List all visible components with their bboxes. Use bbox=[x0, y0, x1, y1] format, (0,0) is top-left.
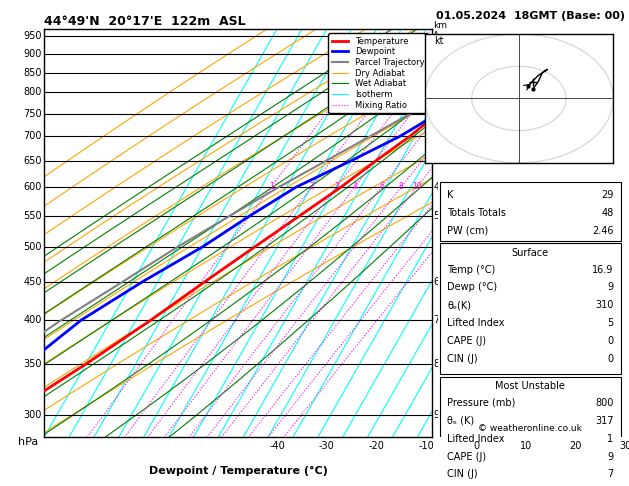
Text: 700: 700 bbox=[24, 131, 42, 141]
Text: 2: 2 bbox=[309, 182, 314, 191]
Text: 850: 850 bbox=[24, 68, 42, 78]
Text: 1: 1 bbox=[433, 49, 440, 59]
Text: CIN (J): CIN (J) bbox=[447, 354, 478, 364]
Text: © weatheronline.co.uk: © weatheronline.co.uk bbox=[479, 424, 582, 434]
Text: 5: 5 bbox=[607, 318, 613, 329]
Text: 3: 3 bbox=[433, 131, 440, 141]
Text: kt: kt bbox=[434, 35, 443, 46]
Text: -30: -30 bbox=[319, 441, 335, 451]
Text: 4: 4 bbox=[433, 182, 440, 192]
Text: 44°49'N  20°17'E  122m  ASL: 44°49'N 20°17'E 122m ASL bbox=[44, 15, 246, 28]
Text: hPa: hPa bbox=[18, 437, 38, 448]
Text: 800: 800 bbox=[24, 87, 42, 98]
Text: 8: 8 bbox=[399, 182, 404, 191]
Text: Totals Totals: Totals Totals bbox=[447, 208, 506, 218]
Text: 950: 950 bbox=[24, 31, 42, 41]
Bar bbox=[440, 182, 621, 241]
Text: 0: 0 bbox=[608, 336, 613, 347]
Text: 4: 4 bbox=[352, 182, 357, 191]
Text: 10: 10 bbox=[412, 182, 421, 191]
Text: 550: 550 bbox=[23, 210, 42, 221]
Text: Dewp (°C): Dewp (°C) bbox=[447, 282, 498, 293]
Text: 0: 0 bbox=[608, 354, 613, 364]
Legend: Temperature, Dewpoint, Parcel Trajectory, Dry Adiabat, Wet Adiabat, Isotherm, Mi: Temperature, Dewpoint, Parcel Trajectory… bbox=[328, 34, 428, 113]
Text: 800: 800 bbox=[595, 398, 613, 408]
Text: 300: 300 bbox=[24, 410, 42, 420]
Text: Mixing Ratio (g/kg): Mixing Ratio (g/kg) bbox=[467, 191, 476, 276]
Text: 10: 10 bbox=[520, 441, 532, 451]
Text: θₑ (K): θₑ (K) bbox=[447, 416, 474, 426]
Text: 16.9: 16.9 bbox=[592, 264, 613, 275]
Text: Pressure (mb): Pressure (mb) bbox=[447, 398, 516, 408]
Text: Surface: Surface bbox=[512, 248, 549, 259]
Text: -10: -10 bbox=[418, 441, 434, 451]
Text: 20: 20 bbox=[569, 441, 582, 451]
Text: Lifted Index: Lifted Index bbox=[447, 434, 504, 444]
Text: km
ASL: km ASL bbox=[433, 21, 450, 40]
Text: 400: 400 bbox=[24, 315, 42, 325]
Text: LCL: LCL bbox=[433, 48, 448, 56]
Bar bbox=[440, 243, 621, 374]
Text: 7: 7 bbox=[433, 315, 440, 325]
Text: 3: 3 bbox=[334, 182, 339, 191]
Text: 5: 5 bbox=[433, 210, 440, 221]
Text: 1: 1 bbox=[608, 434, 613, 444]
Text: 29: 29 bbox=[601, 190, 613, 200]
Text: -40: -40 bbox=[269, 441, 285, 451]
Text: 500: 500 bbox=[24, 242, 42, 252]
Text: 7: 7 bbox=[607, 469, 613, 480]
Text: Dewpoint / Temperature (°C): Dewpoint / Temperature (°C) bbox=[148, 466, 328, 476]
Text: 600: 600 bbox=[24, 182, 42, 192]
Text: 317: 317 bbox=[595, 416, 613, 426]
Text: 01.05.2024  18GMT (Base: 00): 01.05.2024 18GMT (Base: 00) bbox=[436, 11, 625, 21]
Text: 650: 650 bbox=[24, 156, 42, 166]
Text: CIN (J): CIN (J) bbox=[447, 469, 478, 480]
Text: 900: 900 bbox=[24, 49, 42, 59]
Text: PW (cm): PW (cm) bbox=[447, 226, 488, 236]
Text: 750: 750 bbox=[23, 109, 42, 119]
Text: 350: 350 bbox=[24, 359, 42, 369]
Text: 30: 30 bbox=[619, 441, 629, 451]
Text: 48: 48 bbox=[601, 208, 613, 218]
Text: Most Unstable: Most Unstable bbox=[496, 382, 565, 391]
Text: 1: 1 bbox=[269, 182, 274, 191]
Text: Temp (°C): Temp (°C) bbox=[447, 264, 496, 275]
Text: CAPE (J): CAPE (J) bbox=[447, 451, 486, 462]
Text: 9: 9 bbox=[608, 282, 613, 293]
Text: CAPE (J): CAPE (J) bbox=[447, 336, 486, 347]
Text: 450: 450 bbox=[24, 277, 42, 287]
Bar bbox=[440, 377, 621, 486]
Text: -20: -20 bbox=[369, 441, 384, 451]
Text: 9: 9 bbox=[433, 410, 440, 420]
Text: Lifted Index: Lifted Index bbox=[447, 318, 504, 329]
Text: 2: 2 bbox=[433, 87, 440, 98]
Text: 9: 9 bbox=[608, 451, 613, 462]
Text: 2.46: 2.46 bbox=[592, 226, 613, 236]
Text: θₑ(K): θₑ(K) bbox=[447, 300, 471, 311]
Text: 0: 0 bbox=[473, 441, 479, 451]
Text: 6: 6 bbox=[433, 277, 440, 287]
Text: K: K bbox=[447, 190, 454, 200]
Text: 8: 8 bbox=[433, 359, 440, 369]
Text: 6: 6 bbox=[379, 182, 384, 191]
Text: 310: 310 bbox=[595, 300, 613, 311]
